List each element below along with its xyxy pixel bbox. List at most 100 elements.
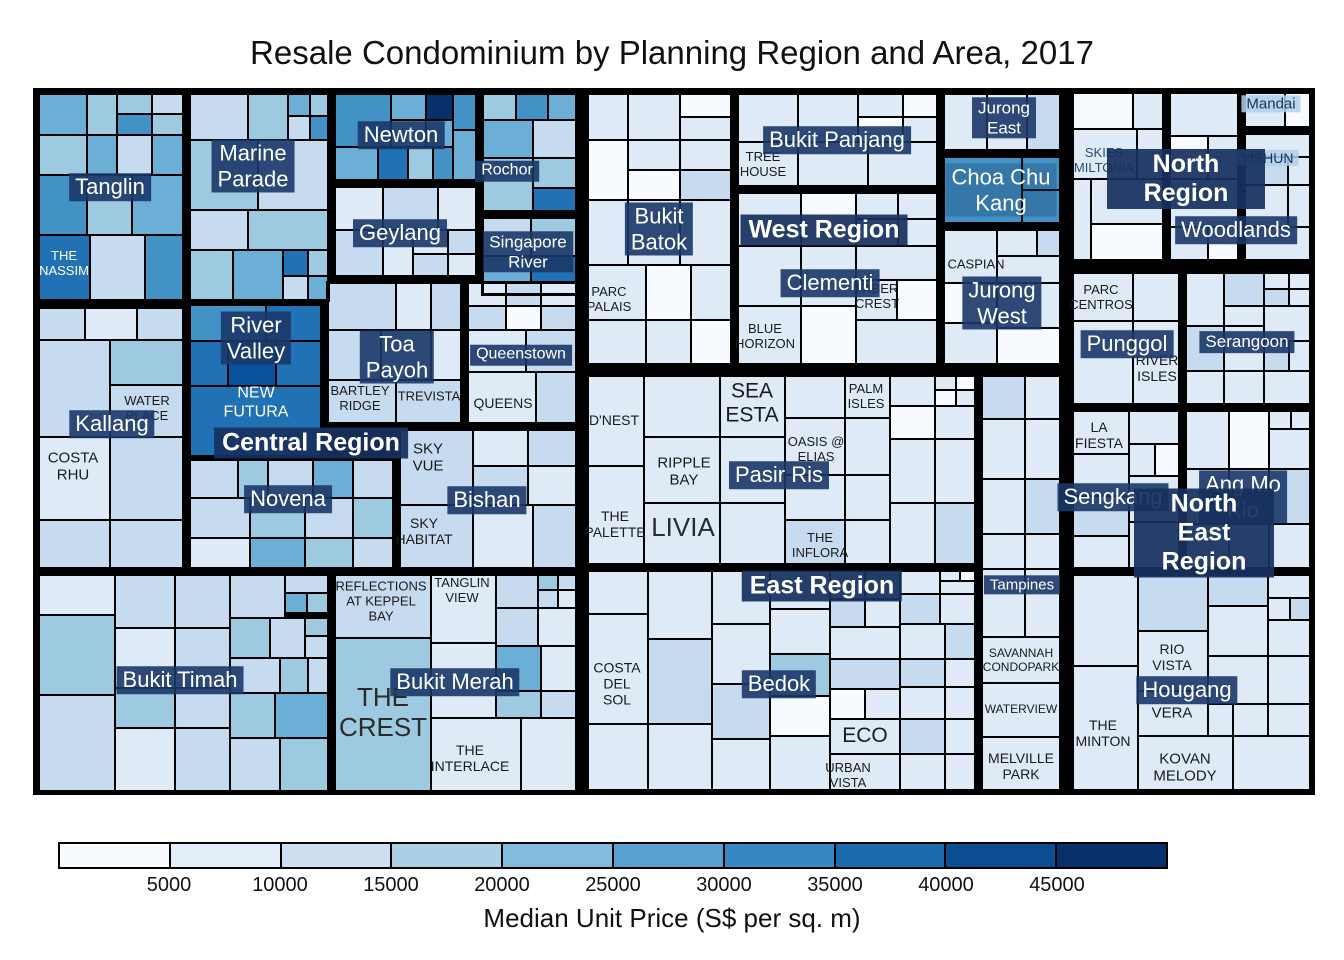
- treemap-cell-jurong-east: [987, 92, 1027, 152]
- treemap-cell-newton: [453, 130, 478, 182]
- legend-segment: [279, 844, 391, 867]
- treemap-cell-ang-mo-kio: [1269, 469, 1312, 524]
- treemap-cell-serangoon: [1289, 271, 1312, 289]
- treemap-cell-bukit-merah: [541, 646, 578, 691]
- treemap-cell-tanglin: [132, 175, 185, 235]
- treemap-cell-pasir-ris: [956, 390, 977, 406]
- treemap-cell-choa-chu-kang: [942, 155, 1022, 225]
- treemap-cell-novena: [305, 498, 353, 538]
- treemap-cell-bedok: [712, 569, 770, 624]
- treemap-cell-pasir-ris: [935, 374, 956, 390]
- treemap-cell-bukit-timah: [305, 636, 330, 658]
- legend-segment: [390, 844, 502, 867]
- treemap-cell-novena: [250, 498, 305, 538]
- treemap-cell-geylang: [413, 254, 448, 278]
- treemap-cell-bukit-merah: [496, 573, 538, 608]
- treemap-cell-bukit-panjang: [798, 92, 858, 142]
- treemap-cell-bukit-merah: [496, 608, 538, 646]
- treemap-cell-river-valley: [188, 303, 266, 341]
- treemap-cell-bedok: [865, 689, 900, 719]
- treemap-cell-jurong-west: [1037, 228, 1062, 256]
- treemap-cell-ang-mo-kio: [1291, 409, 1312, 429]
- treemap-cell-toa-payoh: [396, 380, 463, 425]
- treemap-cell-rochor: [481, 158, 533, 213]
- legend-tick-label: 5000: [146, 874, 192, 896]
- legend-tick-label: 10000: [252, 874, 308, 896]
- treemap-cell-bedok: [900, 569, 940, 594]
- treemap-cell-toa-payoh: [326, 330, 381, 380]
- treemap-cell-serangoon: [1184, 371, 1224, 406]
- treemap-cell-marine-parade: [248, 92, 288, 140]
- treemap-cell-marine-parade: [283, 276, 308, 302]
- treemap-cell-tanglin: [152, 114, 185, 135]
- treemap-cell-river-valley: [228, 341, 276, 386]
- treemap-cell-ang-mo-kio: [1229, 409, 1269, 469]
- treemap-cell-bukit-batok: [586, 140, 628, 200]
- treemap-cell-woodlands: [1208, 136, 1240, 179]
- treemap-cell-sengkang: [1155, 444, 1181, 476]
- treemap-cell-marine-parade: [283, 250, 308, 276]
- treemap-cell-punggol: [1133, 321, 1181, 406]
- treemap-cell-ang-mo-kio: [1269, 524, 1312, 570]
- treemap-cell-bukit-batok: [646, 320, 691, 366]
- treemap-cell-marine-parade: [188, 250, 233, 302]
- treemap-cell-bukit-panjang: [858, 117, 903, 142]
- treemap-cell-bukit-timah: [175, 573, 230, 628]
- treemap-cell-marine-parade: [288, 92, 310, 116]
- treemap-cell-novena: [188, 538, 250, 570]
- treemap-cell-bukit-merah: [538, 590, 558, 608]
- treemap-cell-kallang: [85, 306, 137, 340]
- treemap-cell-jurong-east: [1027, 92, 1062, 152]
- treemap-cell-serangoon: [1264, 289, 1289, 306]
- treemap-cell-bukit-batok: [680, 170, 733, 200]
- treemap-cell-toa-payoh: [431, 281, 463, 330]
- treemap-cell-choa-chu-kang: [1022, 155, 1062, 190]
- treemap-cell-novena: [188, 458, 238, 498]
- treemap-cell-bukit-batok: [628, 200, 680, 265]
- treemap-cell-pasir-ris: [785, 475, 845, 520]
- treemap-cell-queenstown: [466, 281, 506, 306]
- treemap-cell-north-left: [1091, 179, 1165, 224]
- treemap-cell-hougang: [1071, 573, 1138, 666]
- treemap-cell-clementi: [801, 246, 856, 306]
- treemap-cell-serangoon: [1184, 326, 1224, 371]
- treemap-cell-tampines: [1025, 374, 1062, 419]
- treemap-cell-woodlands: [1168, 136, 1208, 179]
- treemap-cell-tanglin: [117, 114, 152, 135]
- treemap-cell-bedok: [865, 599, 900, 627]
- treemap-cell-bedok: [830, 569, 865, 599]
- treemap-cell-hougang: [1208, 704, 1233, 736]
- treemap-cell-tanglin: [90, 235, 145, 302]
- treemap-cell-bedok: [900, 719, 945, 754]
- treemap-cell-kallang: [37, 306, 85, 340]
- treemap-cell-sengkang: [1071, 409, 1129, 454]
- treemap-cell-bukit-merah: [558, 573, 578, 590]
- treemap-cell-bukit-batok: [586, 320, 646, 366]
- treemap-cell-yishun: [1243, 132, 1312, 157]
- treemap-cell-yishun: [1288, 157, 1312, 185]
- treemap-cell-novena: [268, 458, 313, 498]
- treemap-cell-tampines: [1025, 569, 1062, 637]
- treemap-cell-bukit-timah: [175, 628, 230, 688]
- treemap-cell-tanglin: [37, 175, 87, 235]
- treemap-cell-bedok: [830, 754, 900, 792]
- treemap-cell-sengkang: [1071, 536, 1129, 570]
- treemap-cell-hougang: [1208, 606, 1268, 656]
- treemap-cell-serangoon: [1224, 306, 1264, 326]
- treemap-cell-tampines: [980, 534, 1025, 569]
- treemap-cell-novena: [313, 458, 353, 498]
- treemap-cell-jurong-west: [942, 283, 997, 323]
- treemap-cell-bukit-merah: [496, 646, 541, 691]
- treemap-cell-north-left: [1133, 91, 1165, 129]
- treemap-cell-novena: [305, 538, 353, 570]
- treemap-cell-jurong-west: [997, 283, 1062, 328]
- treemap-cell-bukit-merah: [496, 691, 541, 718]
- treemap-cell-bukit-batok: [586, 265, 646, 320]
- legend-tick-label: 25000: [585, 874, 641, 896]
- treemap-cell-serangoon: [1264, 306, 1312, 341]
- treemap-cell-bukit-batok: [628, 92, 680, 140]
- treemap-cell-bishan: [473, 505, 533, 570]
- treemap-cell-tanglin: [87, 92, 117, 135]
- legend-tick-label: 40000: [918, 874, 974, 896]
